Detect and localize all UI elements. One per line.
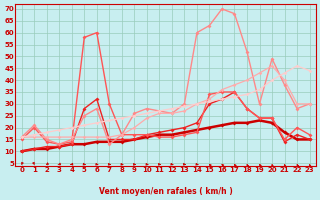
X-axis label: Vent moyen/en rafales ( km/h ): Vent moyen/en rafales ( km/h ) — [99, 187, 233, 196]
